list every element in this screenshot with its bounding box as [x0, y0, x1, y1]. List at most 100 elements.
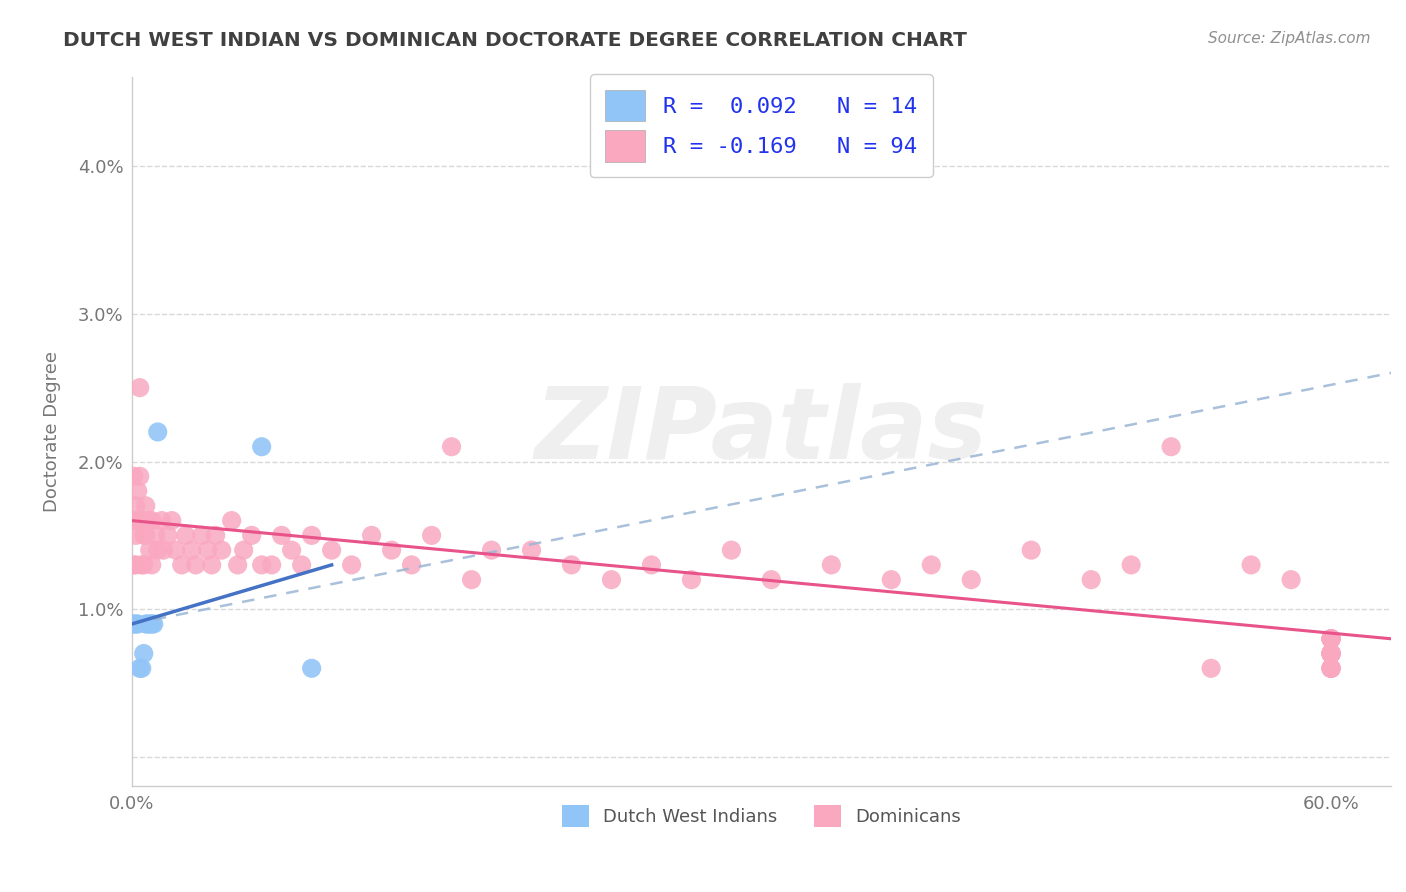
Point — [141, 558, 163, 572]
Point — [1080, 573, 1102, 587]
Point — [128, 381, 150, 395]
Point — [340, 558, 363, 572]
Point — [131, 514, 153, 528]
Point — [138, 543, 160, 558]
Point — [1320, 632, 1343, 646]
Point — [1019, 543, 1042, 558]
Point — [440, 440, 463, 454]
Point — [135, 617, 157, 632]
Point — [136, 514, 159, 528]
Point — [150, 514, 173, 528]
Point — [145, 528, 167, 542]
Point — [1320, 647, 1343, 661]
Point — [165, 543, 187, 558]
Point — [128, 661, 150, 675]
Text: ZIPatlas: ZIPatlas — [534, 384, 988, 481]
Point — [136, 617, 159, 632]
Point — [201, 558, 224, 572]
Point — [132, 528, 155, 542]
Point — [1320, 661, 1343, 675]
Point — [960, 573, 983, 587]
Point — [1320, 632, 1343, 646]
Point — [820, 558, 842, 572]
Point — [1320, 632, 1343, 646]
Point — [204, 528, 226, 542]
Point — [270, 528, 292, 542]
Point — [142, 617, 165, 632]
Point — [160, 514, 183, 528]
Point — [260, 558, 283, 572]
Point — [1279, 573, 1302, 587]
Point — [174, 528, 197, 542]
Y-axis label: Doctorate Degree: Doctorate Degree — [44, 351, 60, 513]
Point — [141, 514, 163, 528]
Point — [122, 514, 145, 528]
Point — [640, 558, 662, 572]
Point — [1320, 661, 1343, 675]
Point — [141, 617, 163, 632]
Point — [125, 558, 148, 572]
Point — [125, 528, 148, 542]
Point — [1320, 661, 1343, 675]
Point — [1320, 647, 1343, 661]
Point — [481, 543, 503, 558]
Point — [250, 558, 273, 572]
Point — [1320, 632, 1343, 646]
Point — [560, 558, 582, 572]
Point — [880, 573, 903, 587]
Point — [1320, 647, 1343, 661]
Point — [1320, 647, 1343, 661]
Point — [221, 514, 243, 528]
Point — [128, 469, 150, 483]
Point — [122, 617, 145, 632]
Point — [1320, 661, 1343, 675]
Point — [190, 528, 212, 542]
Point — [197, 543, 219, 558]
Point — [132, 558, 155, 572]
Point — [146, 543, 169, 558]
Point — [1320, 647, 1343, 661]
Point — [681, 573, 703, 587]
Point — [381, 543, 404, 558]
Point — [132, 647, 155, 661]
Point — [1240, 558, 1263, 572]
Point — [1320, 661, 1343, 675]
Point — [291, 558, 314, 572]
Point — [152, 543, 174, 558]
Point — [1320, 632, 1343, 646]
Point — [1121, 558, 1143, 572]
Point — [401, 558, 423, 572]
Point — [1160, 440, 1182, 454]
Point — [125, 499, 148, 513]
Point — [127, 617, 149, 632]
Point — [232, 543, 254, 558]
Point — [146, 425, 169, 439]
Point — [720, 543, 742, 558]
Point — [280, 543, 302, 558]
Point — [122, 558, 145, 572]
Point — [1320, 647, 1343, 661]
Point — [135, 499, 157, 513]
Point — [180, 543, 202, 558]
Point — [1320, 632, 1343, 646]
Point — [1320, 647, 1343, 661]
Point — [761, 573, 783, 587]
Point — [520, 543, 543, 558]
Point — [321, 543, 343, 558]
Text: DUTCH WEST INDIAN VS DOMINICAN DOCTORATE DEGREE CORRELATION CHART: DUTCH WEST INDIAN VS DOMINICAN DOCTORATE… — [63, 31, 967, 50]
Point — [1320, 647, 1343, 661]
Point — [135, 528, 157, 542]
Point — [211, 543, 233, 558]
Point — [1199, 661, 1222, 675]
Point — [600, 573, 623, 587]
Point — [240, 528, 263, 542]
Point — [138, 617, 160, 632]
Point — [184, 558, 207, 572]
Point — [131, 661, 153, 675]
Point — [250, 440, 273, 454]
Point — [1320, 647, 1343, 661]
Point — [170, 558, 193, 572]
Point — [156, 528, 179, 542]
Point — [920, 558, 942, 572]
Point — [127, 514, 149, 528]
